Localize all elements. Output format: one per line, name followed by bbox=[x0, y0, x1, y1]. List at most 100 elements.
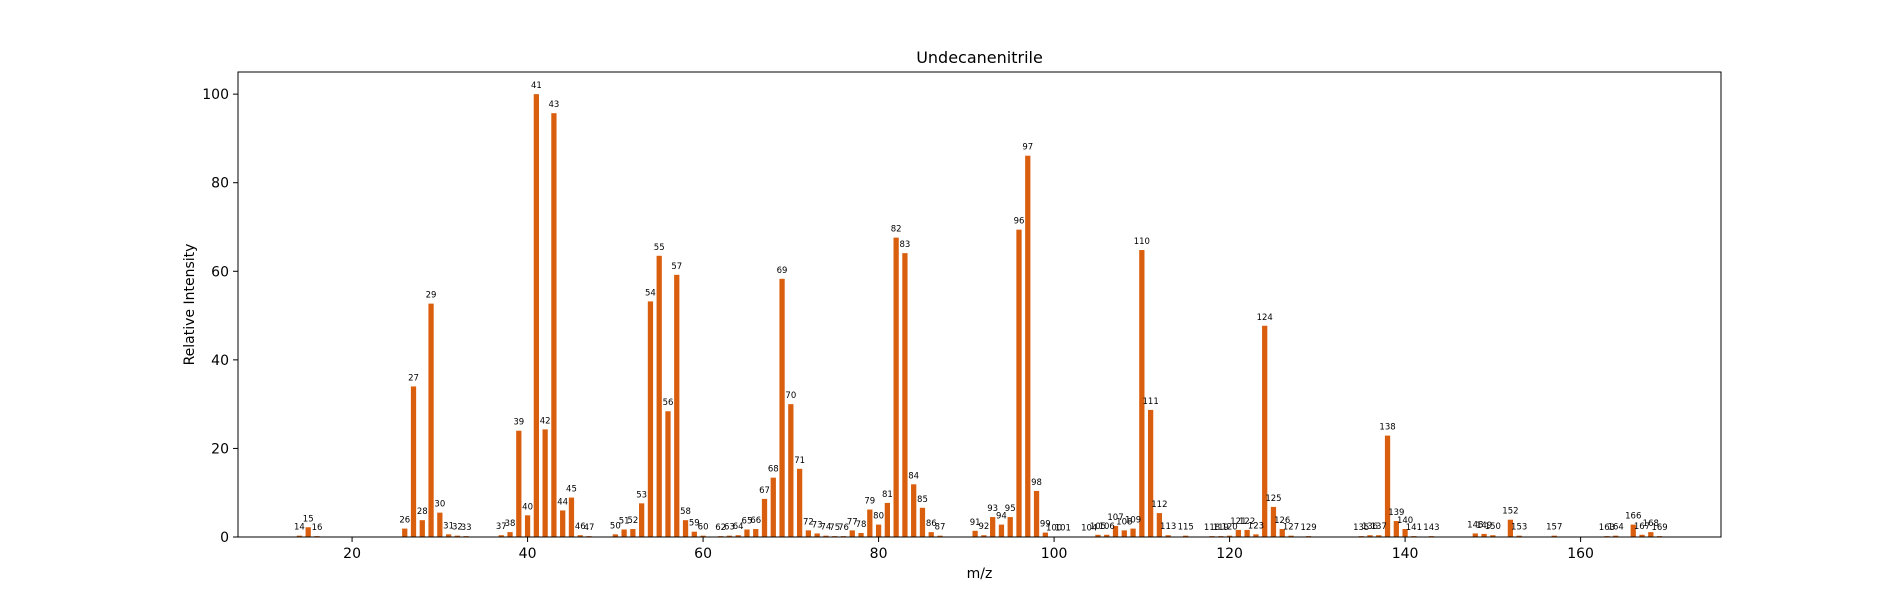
bar-label-mz-31: 31 bbox=[443, 521, 454, 531]
bar-label-mz-104: 104 bbox=[1081, 524, 1097, 534]
bar-label-mz-153: 153 bbox=[1511, 523, 1527, 533]
bar-mz-30 bbox=[437, 512, 443, 537]
bar-label-mz-98: 98 bbox=[1031, 478, 1042, 488]
bar-mz-85 bbox=[919, 507, 926, 537]
bar-mz-86 bbox=[928, 532, 934, 537]
bar-mz-99 bbox=[1042, 532, 1048, 537]
bar-label-mz-81: 81 bbox=[882, 490, 893, 500]
bar-label-mz-119: 119 bbox=[1213, 523, 1229, 533]
bar-mz-97 bbox=[1025, 155, 1031, 537]
bar-label-mz-149: 149 bbox=[1476, 521, 1492, 531]
bar-label-mz-75: 75 bbox=[829, 523, 840, 533]
bar-mz-43 bbox=[551, 113, 557, 537]
bar-mz-140 bbox=[1402, 529, 1408, 537]
bar-mz-107 bbox=[1112, 525, 1119, 537]
bar-mz-166 bbox=[1630, 524, 1636, 537]
bar-mz-72 bbox=[805, 530, 812, 537]
x-axis: 20 40 60 80 100 120 140 160 bbox=[343, 537, 1594, 562]
bar-mz-111 bbox=[1147, 409, 1154, 537]
bar-label-mz-106: 106 bbox=[1099, 522, 1115, 532]
bar-mz-74 bbox=[823, 535, 829, 537]
bar-mz-92 bbox=[981, 535, 987, 537]
bar-label-mz-42: 42 bbox=[540, 416, 551, 426]
bar-label-mz-97: 97 bbox=[1022, 143, 1033, 153]
bar-label-mz-14: 14 bbox=[294, 523, 305, 533]
bar-label-mz-79: 79 bbox=[864, 497, 875, 507]
bar-mz-139 bbox=[1393, 521, 1399, 537]
bar-mz-26 bbox=[402, 528, 408, 537]
bar-label-mz-96: 96 bbox=[1014, 217, 1025, 227]
bar-label-mz-136: 136 bbox=[1362, 522, 1378, 532]
bar-label-mz-139: 139 bbox=[1388, 508, 1404, 518]
bar-label-mz-100: 100 bbox=[1046, 524, 1062, 534]
bar-mz-94 bbox=[998, 524, 1005, 537]
x-axis-label: m/z bbox=[967, 566, 993, 582]
bar-mz-54 bbox=[647, 301, 654, 537]
bar-mz-67 bbox=[761, 498, 768, 537]
bar-label-mz-87: 87 bbox=[935, 523, 946, 533]
bar-mz-50 bbox=[612, 534, 618, 537]
bar-label-mz-76: 76 bbox=[838, 523, 849, 533]
bar-label-mz-39: 39 bbox=[513, 418, 524, 428]
bar-label-mz-58: 58 bbox=[680, 507, 691, 517]
bar-label-mz-53: 53 bbox=[636, 490, 647, 500]
bar-mz-65 bbox=[744, 529, 750, 537]
bar-mz-64 bbox=[735, 535, 741, 537]
bar-label-mz-63: 63 bbox=[724, 523, 735, 533]
bar-mz-32 bbox=[454, 535, 461, 537]
x-tick-label-120: 120 bbox=[1216, 546, 1243, 562]
bar-label-mz-38: 38 bbox=[505, 519, 516, 529]
bar-label-mz-68: 68 bbox=[768, 465, 779, 475]
bar-label-mz-57: 57 bbox=[671, 262, 682, 272]
bar-label-mz-29: 29 bbox=[426, 291, 437, 301]
bar-mz-52 bbox=[630, 529, 636, 537]
bar-mz-91 bbox=[972, 530, 978, 537]
bar-mz-15 bbox=[305, 527, 311, 537]
bar-label-mz-51: 51 bbox=[619, 516, 630, 526]
bar-mz-124 bbox=[1262, 325, 1268, 537]
bar-mz-78 bbox=[858, 533, 864, 537]
bar-mz-58 bbox=[682, 520, 689, 537]
bar-label-mz-16: 16 bbox=[312, 523, 323, 533]
bar-label-mz-126: 126 bbox=[1274, 516, 1290, 526]
bar-label-mz-115: 115 bbox=[1178, 523, 1194, 533]
bar-mz-79 bbox=[867, 509, 873, 537]
bar-mz-80 bbox=[875, 524, 882, 537]
bar-label-mz-84: 84 bbox=[908, 471, 919, 481]
bar-label-mz-80: 80 bbox=[873, 512, 884, 522]
bar-label-mz-33: 33 bbox=[461, 523, 472, 533]
bar-label-mz-166: 166 bbox=[1625, 512, 1641, 522]
bar-label-mz-83: 83 bbox=[899, 240, 910, 250]
bar-mz-153 bbox=[1516, 535, 1522, 537]
bar-label-mz-141: 141 bbox=[1406, 523, 1422, 533]
bar-mz-28 bbox=[419, 520, 425, 537]
bar-label-mz-78: 78 bbox=[856, 520, 867, 530]
bar-mz-127 bbox=[1288, 535, 1294, 537]
bar-label-mz-118: 118 bbox=[1204, 523, 1220, 533]
bar-label-mz-111: 111 bbox=[1143, 397, 1159, 407]
bar-mz-115 bbox=[1183, 535, 1189, 537]
bar-mz-55 bbox=[656, 255, 662, 538]
bar-mz-51 bbox=[621, 529, 627, 537]
bar-mz-120 bbox=[1226, 535, 1233, 537]
bar-label-mz-143: 143 bbox=[1423, 523, 1439, 533]
bar-label-mz-120: 120 bbox=[1221, 523, 1237, 533]
bar-mz-46 bbox=[577, 535, 583, 537]
bar-label-mz-52: 52 bbox=[627, 516, 638, 526]
bar-mz-150 bbox=[1490, 535, 1496, 537]
bar-mz-98 bbox=[1033, 490, 1040, 537]
y-tick-label-80: 80 bbox=[211, 176, 229, 192]
bar-label-mz-127: 127 bbox=[1283, 523, 1299, 533]
y-tick-label-40: 40 bbox=[211, 353, 229, 369]
bar-mz-56 bbox=[665, 411, 671, 537]
bar-label-mz-95: 95 bbox=[1005, 504, 1016, 514]
bar-label-mz-55: 55 bbox=[654, 243, 665, 253]
bar-label-mz-73: 73 bbox=[812, 520, 823, 530]
bar-mz-41 bbox=[533, 94, 539, 537]
bar-label-mz-107: 107 bbox=[1107, 513, 1123, 523]
bar-label-mz-135: 135 bbox=[1353, 523, 1369, 533]
bar-mz-136 bbox=[1367, 535, 1373, 537]
bar-label-mz-47: 47 bbox=[584, 523, 595, 533]
